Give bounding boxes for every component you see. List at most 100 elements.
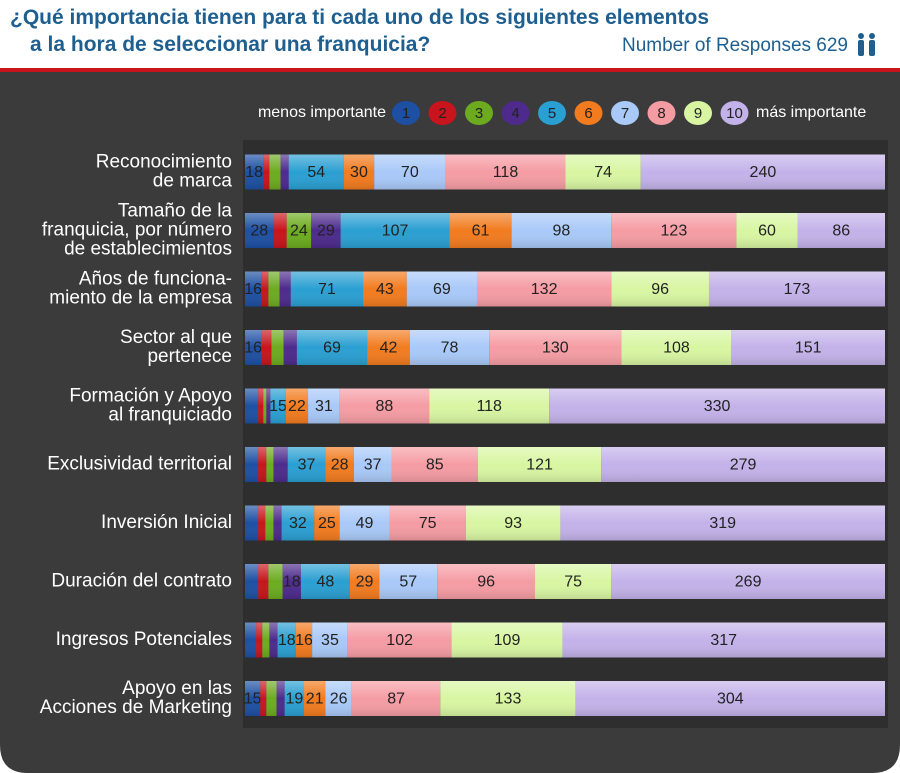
bar-shine [379, 564, 438, 599]
value-label: 279 [730, 457, 757, 474]
bar-shine [290, 271, 364, 307]
value-label: 28 [331, 457, 349, 474]
value-label: 123 [661, 223, 688, 240]
bar-shine [258, 564, 269, 599]
bar-shine [343, 154, 375, 190]
value-label: 132 [531, 281, 558, 298]
value-label: 43 [376, 281, 394, 298]
value-label: 71 [318, 281, 336, 298]
bar-shine [269, 154, 281, 190]
value-label: 57 [399, 574, 417, 591]
category-label: Inversión Inicial [101, 512, 232, 533]
bar-shine [295, 622, 313, 658]
legend-swatch [428, 101, 457, 125]
bar-shine [270, 388, 286, 424]
legend-label: 9 [694, 105, 702, 122]
bar-shine [245, 213, 274, 248]
value-label: 29 [356, 574, 374, 591]
legend-swatch [465, 101, 493, 125]
legend-label: 1 [402, 105, 410, 122]
bar-shine [621, 330, 732, 365]
value-label: 319 [709, 515, 736, 532]
legend-low: menos importante [258, 104, 386, 121]
value-label: 15 [269, 398, 287, 415]
bar-shine [347, 622, 452, 658]
bar-shine [560, 505, 885, 541]
value-label: 18 [278, 632, 296, 649]
bar-shine [391, 447, 479, 482]
bar-shine [445, 154, 566, 190]
value-label: 42 [380, 340, 398, 357]
bar-shine [374, 154, 446, 190]
value-label: 130 [542, 340, 569, 357]
bar-shine [263, 388, 267, 424]
value-label: 85 [426, 457, 444, 474]
bar-shine [353, 447, 392, 482]
bar-shine [314, 505, 340, 541]
legend-swatch [501, 101, 530, 125]
value-label: 69 [433, 281, 451, 298]
bar-shine [478, 447, 602, 482]
bar-shine [262, 622, 270, 658]
value-label: 54 [307, 164, 325, 181]
bar-shine [273, 505, 282, 541]
bar-shine [258, 447, 267, 482]
bar-shine [256, 622, 263, 658]
bar-shine [640, 154, 885, 190]
value-label: 16 [295, 632, 313, 649]
value-label: 18 [245, 164, 263, 181]
value-label: 75 [419, 515, 437, 532]
bar-shine [283, 330, 297, 365]
bar-shine [245, 564, 259, 599]
value-label: 48 [316, 574, 334, 591]
value-label: 21 [306, 691, 324, 708]
category-label: Sector al que pertenece [120, 327, 232, 367]
bar-shine [268, 271, 280, 307]
category-label: Años de funciona-miento de la empresa [49, 269, 232, 309]
bar-shine [611, 213, 737, 248]
value-label: 28 [250, 223, 268, 240]
value-label: 18 [283, 574, 301, 591]
value-label: 31 [315, 398, 333, 415]
value-label: 70 [401, 164, 419, 181]
bar-shine [406, 271, 477, 307]
bar-shine [549, 388, 885, 424]
bar-shine [731, 330, 885, 365]
legend-label: 2 [438, 105, 446, 122]
bar-shine [300, 564, 350, 599]
bar-shine [311, 213, 341, 248]
bar-shine [258, 505, 266, 541]
bar-shine [339, 388, 430, 424]
value-label: 121 [526, 457, 553, 474]
bar-shine [367, 330, 410, 365]
value-label: 30 [350, 164, 368, 181]
value-label: 75 [564, 574, 582, 591]
category-label: Exclusividad territorial [47, 454, 232, 475]
value-label: 69 [323, 340, 341, 357]
header-rule [0, 68, 900, 72]
bar-shine [325, 681, 352, 716]
value-label: 109 [494, 632, 521, 649]
value-label: 16 [244, 281, 262, 298]
value-label: 96 [651, 281, 669, 298]
value-label: 86 [832, 223, 850, 240]
bar-shine [449, 213, 512, 248]
bar-shine [279, 271, 291, 307]
legend-swatch [720, 101, 749, 125]
bar-shine [271, 330, 284, 365]
bar-shine [565, 154, 641, 190]
chart-title: ¿Qué importancia tienen para ti cada uno… [10, 6, 709, 56]
bar-shine [245, 271, 262, 307]
bar-shine [245, 330, 262, 365]
bar-shine [280, 154, 289, 190]
legend-label: 4 [511, 105, 519, 122]
bar-shine [437, 564, 535, 599]
legend-swatch [574, 101, 603, 125]
bar-shine [268, 564, 283, 599]
bar-shine [285, 388, 309, 424]
subtitle: Number of Responses 629 [622, 35, 848, 56]
bar-shine [286, 213, 312, 248]
bar-shine [288, 154, 344, 190]
bar-shine [409, 330, 490, 365]
